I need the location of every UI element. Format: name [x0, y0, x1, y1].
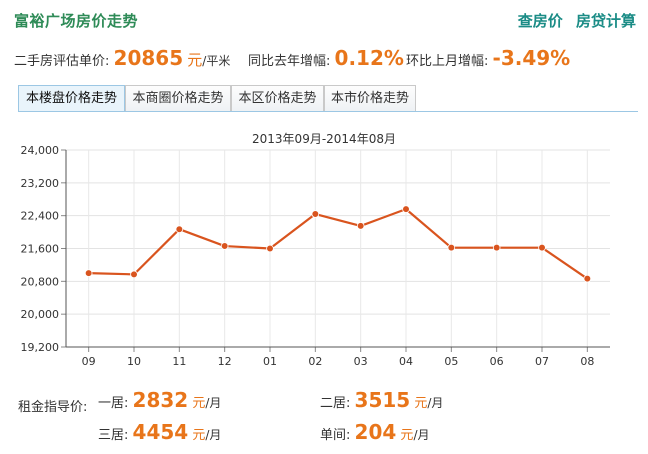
- data-point: [84, 269, 93, 277]
- header: 富裕广场房价走势 查房价 房贷计算: [0, 0, 648, 36]
- y-tick-label: 22,400: [21, 210, 60, 223]
- rent-two-bedroom-label: 二居:: [320, 396, 351, 411]
- x-tick-label: 08: [580, 355, 594, 368]
- rent-one-bedroom: 一居: 2832 元/月: [98, 388, 221, 412]
- rent-two-bedroom-per: /月: [427, 396, 444, 410]
- x-tick-label: 09: [82, 355, 96, 368]
- tab-divider: [18, 111, 638, 112]
- assessed-price-area-unit: /平米: [202, 54, 231, 68]
- tab-city-trend[interactable]: 本市价格走势: [324, 85, 416, 112]
- x-tick-label: 12: [218, 355, 232, 368]
- x-tick-label: 07: [535, 355, 549, 368]
- rent-two-bedroom: 二居: 3515 元/月: [320, 388, 443, 412]
- tab-building-trend[interactable]: 本楼盘价格走势: [18, 85, 125, 112]
- rent-one-bedroom-per: /月: [205, 396, 222, 410]
- page-title: 富裕广场房价走势: [14, 12, 139, 30]
- x-tick-label: 04: [399, 355, 413, 368]
- assessed-price: 二手房评估单价: 20865 元/平米: [14, 46, 230, 70]
- data-point: [538, 243, 546, 252]
- data-point: [356, 222, 365, 230]
- data-point: [583, 274, 592, 283]
- check-price-link[interactable]: 查房价: [517, 12, 563, 30]
- price-summary: 二手房评估单价: 20865 元/平米 同比去年增幅: 0.12% 环比上月增幅…: [14, 44, 644, 72]
- x-tick-label: 02: [308, 355, 322, 368]
- data-point: [492, 243, 501, 252]
- yoy-value: 0.12%: [334, 46, 404, 70]
- x-tick-label: 06: [490, 355, 504, 368]
- rent-one-bedroom-unit: 元: [192, 396, 206, 411]
- mom-label: 环比上月增幅:: [406, 54, 489, 69]
- x-tick-label: 03: [354, 355, 368, 368]
- y-tick-label: 20,800: [21, 275, 60, 288]
- rent-guide-label: 租金指导价:: [18, 400, 88, 415]
- rent-single-room-label: 单间:: [320, 428, 351, 443]
- rent-three-bedroom-value: 4454: [132, 420, 189, 444]
- rent-three-bedroom-per: /月: [205, 428, 222, 442]
- x-tick-label: 11: [172, 355, 186, 368]
- rent-three-bedroom-label: 三居:: [98, 428, 129, 443]
- rent-single-room-unit: 元: [400, 428, 414, 443]
- chart-title: 2013年09月-2014年08月: [252, 132, 396, 146]
- data-point: [220, 242, 229, 250]
- data-point: [266, 244, 274, 253]
- rent-single-room-value: 204: [354, 420, 397, 444]
- data-point: [447, 243, 456, 252]
- mom-value: -3.49%: [492, 46, 571, 70]
- rent-guide: 租金指导价: 一居: 2832 元/月 二居: 3515 元/月 三居: 445…: [18, 388, 638, 452]
- data-point: [175, 225, 184, 234]
- x-tick-label: 05: [444, 355, 458, 368]
- yoy-label: 同比去年增幅:: [248, 54, 331, 69]
- assessed-price-unit: 元: [187, 51, 203, 69]
- rent-one-bedroom-label: 一居:: [98, 396, 129, 411]
- y-tick-label: 23,200: [21, 177, 60, 190]
- price-trend-chart: 19,200 20,000 20,800 21,600 22,400 23,200 24,0…: [21, 144, 610, 368]
- y-tick-label: 21,600: [21, 243, 60, 256]
- data-point: [130, 270, 138, 279]
- assessed-price-value: 20865: [113, 46, 184, 70]
- rent-single-room-per: /月: [413, 428, 430, 442]
- assessed-price-label: 二手房评估单价:: [14, 54, 110, 69]
- y-tick-label: 20,000: [21, 308, 60, 321]
- x-tick-label: 10: [127, 355, 141, 368]
- y-tick-label: 19,200: [21, 341, 60, 354]
- rent-two-bedroom-unit: 元: [414, 396, 428, 411]
- tab-district-trend[interactable]: 本区价格走势: [231, 85, 324, 112]
- yoy-change: 同比去年增幅: 0.12%: [248, 46, 404, 70]
- tab-business-district-trend[interactable]: 本商圈价格走势: [125, 85, 231, 112]
- data-point: [402, 205, 410, 213]
- rent-two-bedroom-value: 3515: [354, 388, 411, 412]
- mortgage-calculator-link[interactable]: 房贷计算: [575, 12, 636, 30]
- data-point: [311, 210, 320, 218]
- mom-change: 环比上月增幅: -3.49%: [406, 46, 570, 70]
- header-links: 查房价 房贷计算: [510, 10, 636, 31]
- y-tick-label: 24,000: [21, 144, 60, 157]
- rent-one-bedroom-value: 2832: [132, 388, 189, 412]
- rent-three-bedroom-unit: 元: [192, 428, 206, 443]
- rent-single-room: 单间: 204 元/月: [320, 420, 429, 444]
- price-series-line: [88, 207, 588, 280]
- x-tick-label: 01: [263, 355, 277, 368]
- rent-three-bedroom: 三居: 4454 元/月: [98, 420, 221, 444]
